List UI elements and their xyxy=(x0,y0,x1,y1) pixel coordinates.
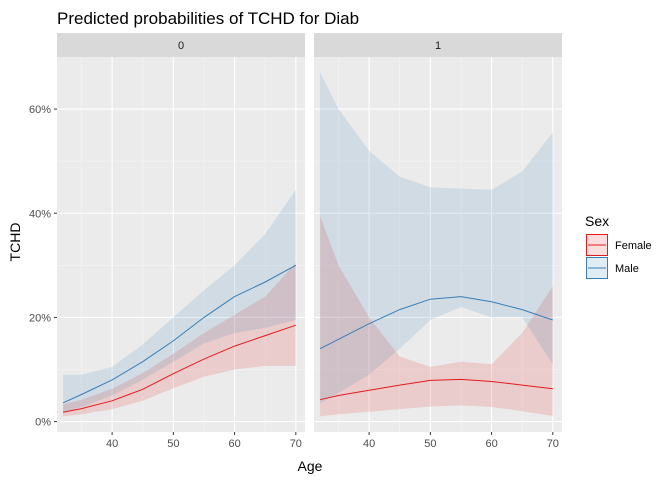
x-tick-label: 50 xyxy=(167,438,179,450)
chart-title: Predicted probabilities of TCHD for Diab xyxy=(57,9,359,28)
legend-label: Female xyxy=(615,240,652,252)
legend-label: Male xyxy=(615,263,639,275)
series-line-male xyxy=(319,296,553,350)
legend: Sex Female Male xyxy=(585,213,652,279)
legend-key-female: Female xyxy=(586,234,652,256)
facet-strip xyxy=(57,33,305,57)
ci-ribbon-female xyxy=(320,215,553,417)
x-tick-label: 60 xyxy=(485,438,497,450)
series-line-female xyxy=(63,324,296,413)
x-tick-label: 70 xyxy=(290,438,302,450)
x-tick-label: 40 xyxy=(106,438,118,450)
y-tick-label: 20% xyxy=(29,312,51,324)
ci-ribbon-female xyxy=(63,262,296,417)
y-axis-title: TCHD xyxy=(7,223,23,262)
x-tick-label: 60 xyxy=(228,438,240,450)
x-tick-label: 70 xyxy=(547,438,559,450)
y-tick-label: 40% xyxy=(29,208,51,220)
x-axis-title: Age xyxy=(298,458,323,474)
y-tick-label: 0% xyxy=(35,417,51,429)
x-tick-label: 40 xyxy=(363,438,375,450)
facet-panels: 0 40 50 60 70 0% 20% 40% 60% 1 40 50 60 70 xyxy=(29,33,562,450)
y-tick-label: 60% xyxy=(29,104,51,116)
facet-strip-label: 0 xyxy=(178,40,184,52)
facet-strip xyxy=(314,33,562,57)
ci-ribbon-male xyxy=(320,72,553,404)
facet-strip-label: 1 xyxy=(435,40,441,52)
series-line-male xyxy=(62,264,297,404)
ci-ribbon-male xyxy=(63,189,296,413)
legend-title: Sex xyxy=(585,213,609,229)
legend-key-male: Male xyxy=(586,257,639,279)
facet-panel-1: 1 40 50 60 70 xyxy=(314,33,562,450)
facet-panel-0: 0 40 50 60 70 0% 20% 40% 60% xyxy=(29,33,305,450)
x-tick-label: 50 xyxy=(424,438,436,450)
series-line-female xyxy=(319,378,553,401)
